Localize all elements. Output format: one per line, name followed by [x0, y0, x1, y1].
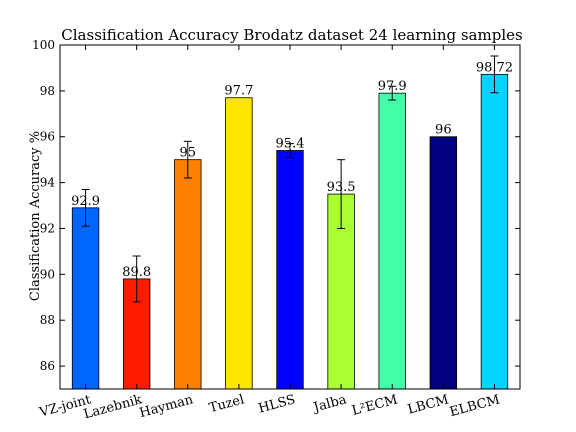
data-label-8: 96 [435, 123, 452, 138]
data-label-2: 89.8 [122, 265, 151, 280]
bar-8 [429, 136, 458, 390]
bar-9 [480, 73, 509, 390]
y-tick-label-2: 88 [40, 313, 55, 327]
x-tick-label-4: Tuzel [208, 392, 246, 416]
y-tick-label-7: 98 [40, 84, 55, 98]
y-tick-label-5: 94 [40, 176, 56, 190]
y-tick-label-3: 90 [40, 267, 55, 281]
x-tick-label-9: ELBCM [448, 392, 501, 420]
y-tick-label-8: 100 [32, 38, 55, 52]
plot-area: 92.9 89.8 95 97.7 95.4 93.5 97.9 96 98.72 86 88 90 9… [32, 38, 521, 422]
chart-title: Classification Accuracy Brodatz dataset … [61, 26, 522, 44]
bar-4 [225, 97, 253, 390]
data-label-9: 98.72 [476, 60, 513, 75]
y-tick-label-4: 92 [40, 221, 55, 235]
y-tick-label-6: 96 [40, 130, 55, 144]
data-label-5: 95.4 [276, 136, 305, 151]
data-label-1: 92.9 [71, 194, 100, 209]
y-tick-label-1: 86 [40, 359, 55, 373]
data-label-3: 95 [180, 146, 197, 161]
x-tick-label-7: L²ECM [350, 392, 399, 419]
x-tick-label-2: Lazebnik [82, 392, 144, 422]
y-axis-label: Classification Accuracy % [28, 131, 43, 301]
x-tick-label-5: HLSS [257, 392, 297, 416]
bar-1 [71, 207, 100, 390]
bar-7 [378, 92, 406, 390]
bar-5 [276, 150, 304, 390]
x-tick-label-3: Hayman [138, 392, 196, 421]
x-tick-label-6: Jalba [310, 392, 348, 416]
data-label-7: 97.9 [378, 79, 407, 94]
bar-3 [174, 159, 202, 390]
data-label-4: 97.7 [224, 84, 253, 99]
data-label-6: 93.5 [327, 180, 356, 195]
x-tick-label-8: LBCM [406, 392, 450, 417]
